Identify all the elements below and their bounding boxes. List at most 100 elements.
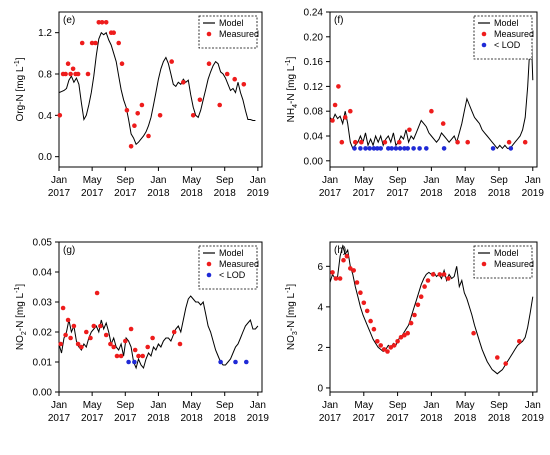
x-tick-label-month: Sep — [116, 400, 134, 411]
y-axis-label-part: NO — [15, 335, 26, 350]
x-tick-label-year: 2019 — [247, 413, 270, 424]
measured-point — [79, 40, 85, 46]
y-tick-label: 0 — [317, 383, 323, 394]
measured-point — [88, 335, 93, 341]
measured-point — [391, 343, 397, 348]
measured-point — [337, 276, 343, 281]
x-tick-label-year: 2018 — [488, 188, 511, 199]
x-tick-label-month: Jan — [423, 400, 439, 411]
y-tick-label: 0.02 — [33, 328, 53, 339]
x-tick-label-month: May — [354, 400, 373, 411]
x-tick-label-year: 2017 — [386, 188, 409, 199]
y-tick-label: 0.01 — [33, 358, 53, 369]
measured-point — [114, 353, 120, 359]
y-tick-label: 0.03 — [33, 298, 53, 309]
x-tick-label-month: Jan — [322, 175, 338, 186]
y-axis-label-part: 3 — [292, 331, 299, 335]
measured-point — [232, 76, 237, 82]
y-axis-label: NH4-N [mg L-1] — [285, 56, 299, 122]
x-tick-label-month: Sep — [490, 175, 508, 186]
lod-point — [233, 359, 238, 365]
lod-point — [375, 146, 380, 151]
measured-point — [145, 344, 150, 350]
legend-label: < LOD — [494, 40, 521, 50]
measured-point — [93, 40, 98, 46]
x-tick-label-month: May — [83, 400, 102, 411]
measured-point — [157, 113, 163, 118]
legend-lod-marker — [206, 272, 212, 278]
legend-lod-marker — [481, 42, 487, 48]
panel-f: (f) 0.00 0.04 0.08 0.12 0.16 0.20 0.24 Jan 2017 Ma… — [285, 8, 544, 200]
x-tick-label-year: 2018 — [420, 188, 443, 199]
x-tick-label-month: Sep — [490, 400, 508, 411]
measured-point — [65, 61, 71, 66]
x-tick-label-month: May — [354, 175, 373, 186]
x-tick-label-year: 2017 — [48, 188, 71, 199]
measured-point — [68, 71, 73, 77]
x-tick-label-year: 2017 — [81, 413, 104, 424]
x-tick-label-month: Sep — [389, 175, 407, 186]
measured-point — [371, 326, 377, 332]
measured-point — [136, 353, 141, 359]
measured-point — [197, 97, 203, 103]
x-tick-label-month: Jan — [423, 175, 439, 186]
measured-point — [378, 343, 384, 348]
measured-point — [84, 329, 89, 335]
measured-point — [385, 349, 390, 354]
y-axis-label-part: -1 — [14, 287, 21, 293]
measured-point — [241, 82, 247, 87]
measured-point — [422, 284, 427, 289]
measured-point — [135, 111, 140, 116]
lod-point — [386, 146, 391, 151]
measured-point — [71, 323, 77, 329]
y-axis-label-part: 4 — [292, 104, 299, 108]
legend-label: < LOD — [219, 270, 246, 280]
y-axis-label-part: NO — [286, 335, 297, 350]
measured-point — [364, 308, 370, 314]
y-tick-label: 0.12 — [304, 82, 324, 93]
measured-point — [408, 320, 414, 326]
measured-point — [415, 302, 421, 308]
lod-point — [393, 146, 399, 151]
x-tick-label-year: 2017 — [114, 413, 137, 424]
measured-point — [354, 280, 360, 285]
legend-label: Model — [494, 18, 519, 28]
legend-measured-marker — [481, 31, 487, 37]
measured-point — [397, 139, 402, 145]
measured-point — [132, 123, 137, 128]
lod-point — [389, 146, 395, 151]
x-tick-label-month: Sep — [216, 175, 234, 186]
measured-point — [224, 71, 230, 77]
measured-point — [506, 139, 512, 145]
measured-point — [75, 341, 81, 347]
x-tick-label-month: May — [182, 175, 201, 186]
measured-point — [465, 139, 471, 145]
measured-point — [339, 139, 345, 145]
y-tick-label: 0.0 — [38, 152, 52, 163]
measured-point — [103, 332, 109, 338]
measured-point — [341, 257, 346, 263]
panel-h: (h) 0 2 4 6 Jan 2017 May 2017 Sep 2017 Jan 2018 May 20… — [285, 241, 544, 424]
measured-point — [128, 144, 134, 149]
measured-point — [63, 71, 68, 77]
x-tick-label-month: Jan — [250, 175, 266, 186]
measured-point — [446, 276, 451, 281]
measured-point — [169, 59, 174, 64]
x-tick-label-year: 2018 — [454, 413, 477, 424]
measured-point — [330, 270, 335, 275]
measured-point — [381, 347, 387, 352]
measured-point — [150, 335, 155, 341]
measured-point — [412, 312, 417, 318]
x-tick-label-month: Sep — [216, 400, 234, 411]
x-tick-label-year: 2019 — [522, 188, 545, 199]
measured-point — [85, 71, 91, 77]
measured-point — [68, 335, 73, 341]
plot-frame — [58, 241, 263, 393]
measured-point — [522, 139, 528, 145]
x-tick-label-month: Jan — [250, 400, 266, 411]
y-tick-label: 0.24 — [304, 8, 324, 19]
